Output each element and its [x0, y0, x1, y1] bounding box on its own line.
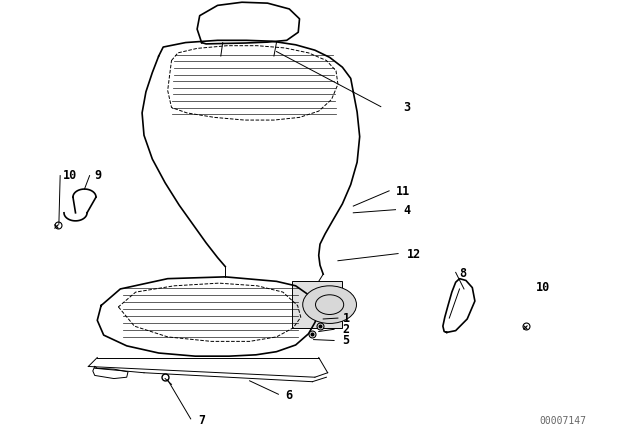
Text: 10: 10 — [536, 281, 550, 294]
Text: 8: 8 — [460, 267, 467, 280]
Text: 4: 4 — [403, 204, 410, 217]
Text: 9: 9 — [95, 169, 102, 182]
Text: 5: 5 — [342, 334, 349, 347]
Text: 6: 6 — [285, 388, 292, 402]
Text: 10: 10 — [63, 169, 77, 182]
Text: 00007147: 00007147 — [540, 416, 587, 426]
Text: 3: 3 — [403, 101, 410, 114]
Text: 2: 2 — [342, 323, 349, 336]
Bar — [292, 281, 342, 328]
Text: 7: 7 — [198, 414, 205, 427]
Text: 1: 1 — [342, 311, 349, 325]
Text: 11: 11 — [396, 185, 410, 198]
Text: 12: 12 — [406, 248, 420, 261]
Circle shape — [303, 286, 356, 323]
